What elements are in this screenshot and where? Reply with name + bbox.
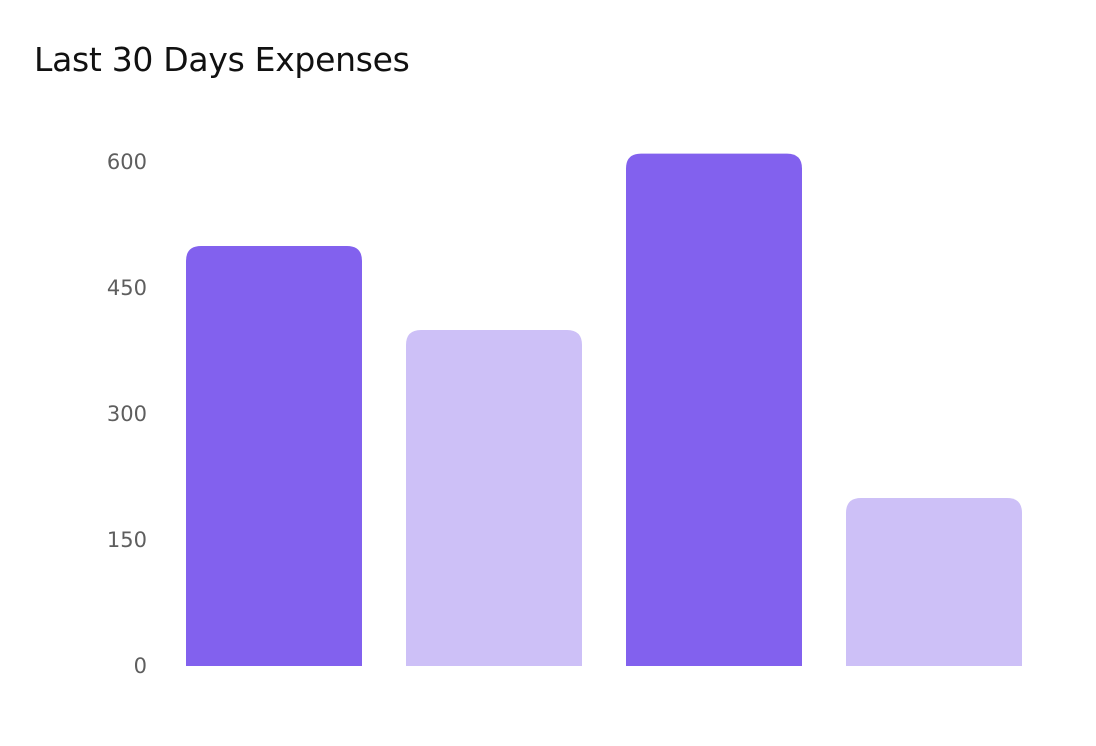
y-tick-label-0: 0 xyxy=(134,654,147,678)
y-tick-label-3: 450 xyxy=(107,276,147,300)
bar-2 xyxy=(406,330,582,666)
y-tick-label-4: 600 xyxy=(107,150,147,174)
bar-series xyxy=(186,153,1022,667)
bar-4 xyxy=(846,498,1022,666)
y-axis: 0 150 300 450 600 xyxy=(107,150,147,678)
y-tick-label-1: 150 xyxy=(107,528,147,552)
y-tick-label-2: 300 xyxy=(107,402,147,426)
bar-3 xyxy=(626,153,802,667)
chart-title: Last 30 Days Expenses xyxy=(34,40,410,79)
bar-1 xyxy=(186,246,362,666)
